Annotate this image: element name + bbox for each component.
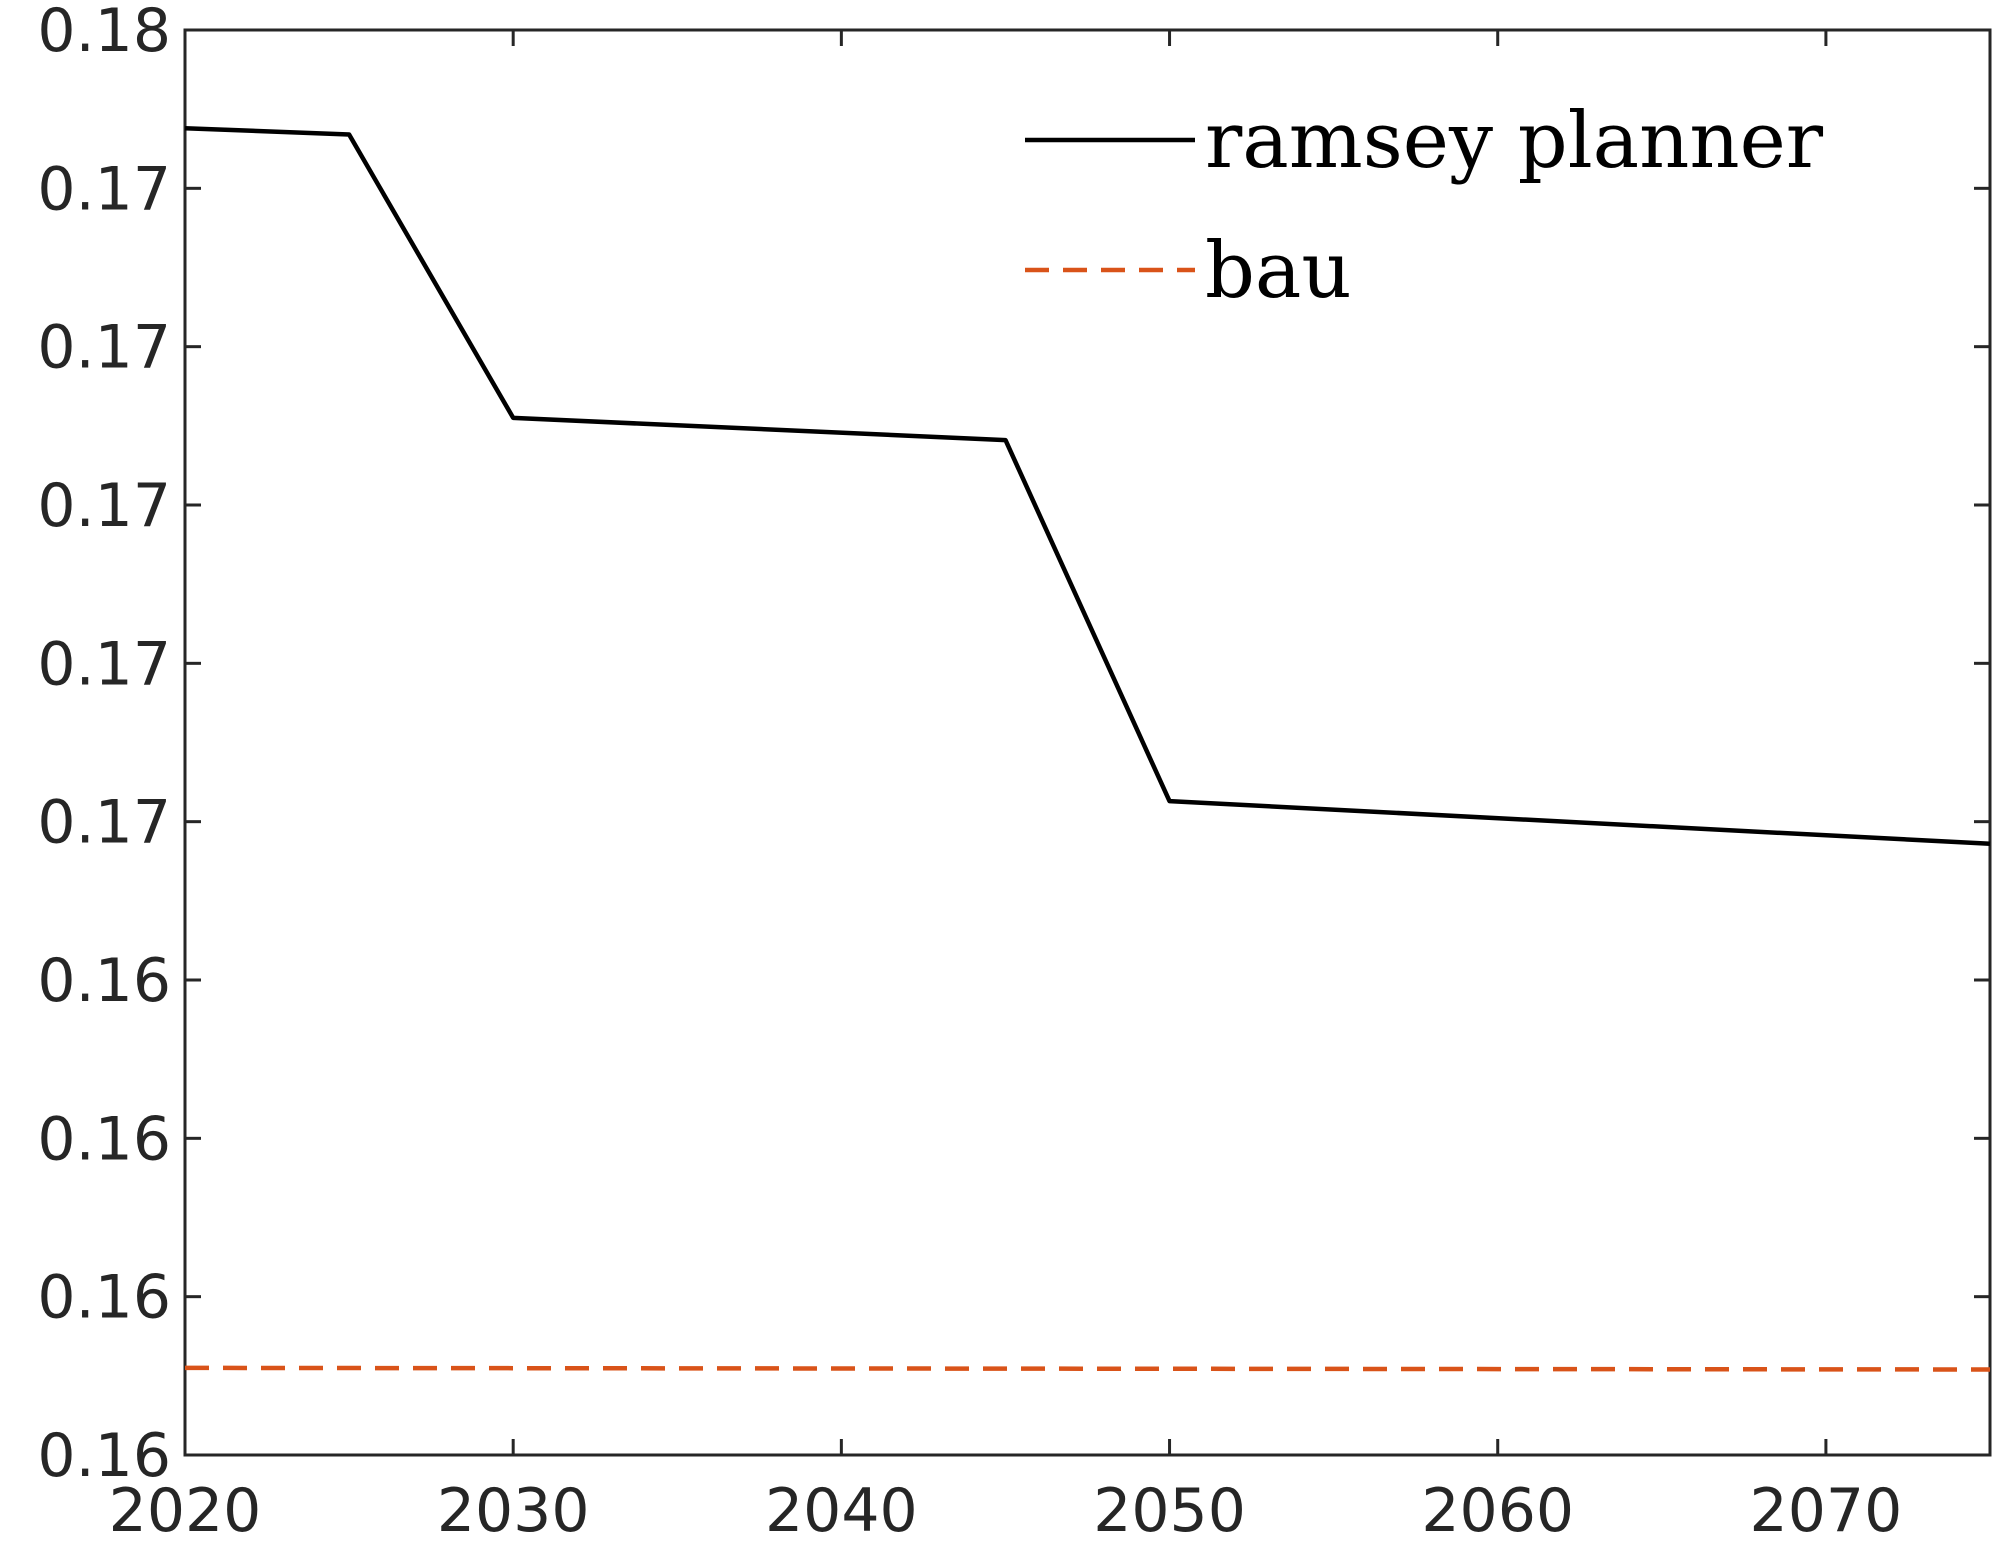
x-tick-label: 2030 <box>437 1476 590 1546</box>
y-tick-label: 0.16 <box>37 946 171 1016</box>
x-tick-label: 2050 <box>1093 1476 1246 1546</box>
y-tick-label: 0.18 <box>37 0 171 66</box>
y-tick-label: 0.17 <box>37 788 171 858</box>
series-lines <box>184 125 1991 1372</box>
legend-label: bau <box>1205 226 1352 316</box>
y-tick-label: 0.17 <box>37 313 171 383</box>
y-tick-label: 0.17 <box>37 471 171 541</box>
legend: ramsey planner bau <box>1025 96 1824 316</box>
series-line-1 <box>184 125 1991 847</box>
x-tick-label: 2020 <box>109 1476 262 1546</box>
y-tick-labels: 0.16 0.16 0.16 0.16 0.17 0.17 0.17 0.17 0.17 0.18 <box>37 0 171 1491</box>
y-tick-label: 0.16 <box>37 1263 171 1333</box>
x-tick-label: 2060 <box>1421 1476 1574 1546</box>
y-tick-label: 0.17 <box>37 154 171 224</box>
x-tick-label: 2040 <box>765 1476 918 1546</box>
y-tick-label: 0.16 <box>37 1104 171 1174</box>
y-tick-label: 0.17 <box>37 629 171 699</box>
x-tick-labels: 2020 2030 2040 2050 2060 2070 <box>109 1476 1903 1546</box>
axis-ticks <box>183 28 1990 1457</box>
axes-frame <box>183 28 1992 1457</box>
x-tick-label: 2070 <box>1750 1476 1903 1546</box>
legend-label: ramsey planner <box>1205 96 1824 186</box>
y-tick-label: 0.16 <box>37 1421 171 1491</box>
plot-area-box <box>183 28 1992 1457</box>
series-line-2 <box>184 1365 1991 1372</box>
